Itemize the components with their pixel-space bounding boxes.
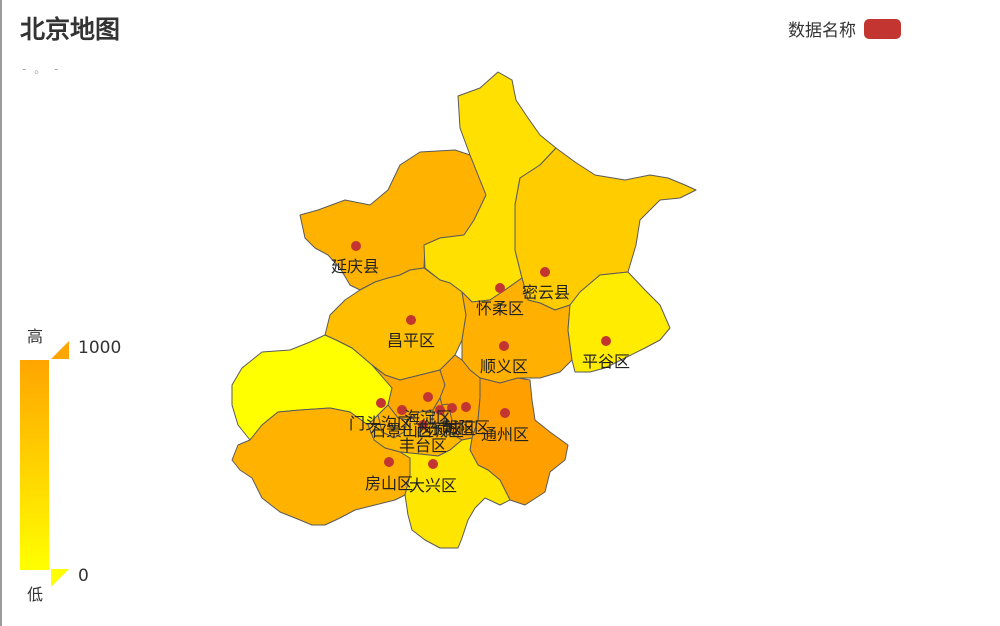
label-yanqing: 延庆县 — [331, 257, 379, 276]
visual-map-low-text: 低 — [27, 585, 44, 604]
point-mentougou[interactable] — [376, 398, 386, 408]
label-shijingshan: 石景山区 — [370, 421, 434, 440]
label-miyun: 密云县 — [522, 283, 570, 302]
point-haidian[interactable] — [423, 392, 433, 402]
point-shunyi[interactable] — [499, 341, 509, 351]
point-fengtai[interactable] — [418, 420, 428, 430]
label-dongcheng: 东城区 — [428, 419, 476, 438]
scatter-points — [351, 241, 611, 469]
point-huairou[interactable] — [495, 283, 505, 293]
left-border — [0, 0, 2, 626]
point-xicheng[interactable] — [435, 405, 445, 415]
district-daxing[interactable] — [399, 437, 511, 549]
page-title: 北京地图 — [20, 15, 121, 44]
page-subtitle: - 。 - — [22, 62, 61, 76]
legend-swatch[interactable] — [864, 18, 901, 39]
visual-map-gradient-bar[interactable] — [20, 360, 49, 570]
label-mentougou: 门头沟区 — [349, 414, 413, 433]
point-daxing[interactable] — [428, 459, 438, 469]
point-miyun[interactable] — [540, 267, 550, 277]
label-shunyi: 顺义区 — [480, 357, 528, 376]
district-pinggu[interactable] — [567, 271, 671, 373]
label-daxing: 大兴区 — [409, 476, 457, 495]
label-tongzhou: 通州区 — [481, 425, 529, 444]
visual-map-min-label: 0 — [78, 566, 89, 586]
legend-label[interactable]: 数据名称 — [788, 21, 856, 41]
district-labels: 延庆县 怀柔区 密云县 昌平区 顺义区 平谷区 门头沟区 海淀区 石景山区 西城… — [331, 257, 630, 495]
point-dongcheng[interactable] — [447, 403, 457, 413]
legend[interactable]: 数据名称 — [788, 16, 901, 41]
point-chaoyang[interactable] — [461, 402, 471, 412]
label-xicheng: 西城区 — [416, 421, 464, 440]
label-pinggu: 平谷区 — [582, 352, 630, 371]
label-changping: 昌平区 — [387, 331, 435, 350]
point-pinggu[interactable] — [601, 336, 611, 346]
visual-map-high-text: 高 — [27, 327, 44, 346]
label-huairou: 怀柔区 — [476, 299, 524, 318]
label-chaoyang: 朝阳区 — [442, 418, 490, 437]
point-changping[interactable] — [406, 315, 416, 325]
visual-map-max-label: 1000 — [78, 338, 122, 358]
visual-map-bottom-handle[interactable] — [51, 569, 69, 587]
label-fengtai: 丰台区 — [399, 436, 447, 455]
point-yanqing[interactable] — [351, 241, 361, 251]
visual-map-top-handle[interactable] — [51, 341, 69, 359]
label-haidian: 海淀区 — [404, 408, 452, 427]
point-shijingshan[interactable] — [397, 405, 407, 415]
label-fangshan: 房山区 — [365, 474, 413, 493]
point-fangshan[interactable] — [384, 457, 394, 467]
point-tongzhou[interactable] — [500, 408, 510, 418]
